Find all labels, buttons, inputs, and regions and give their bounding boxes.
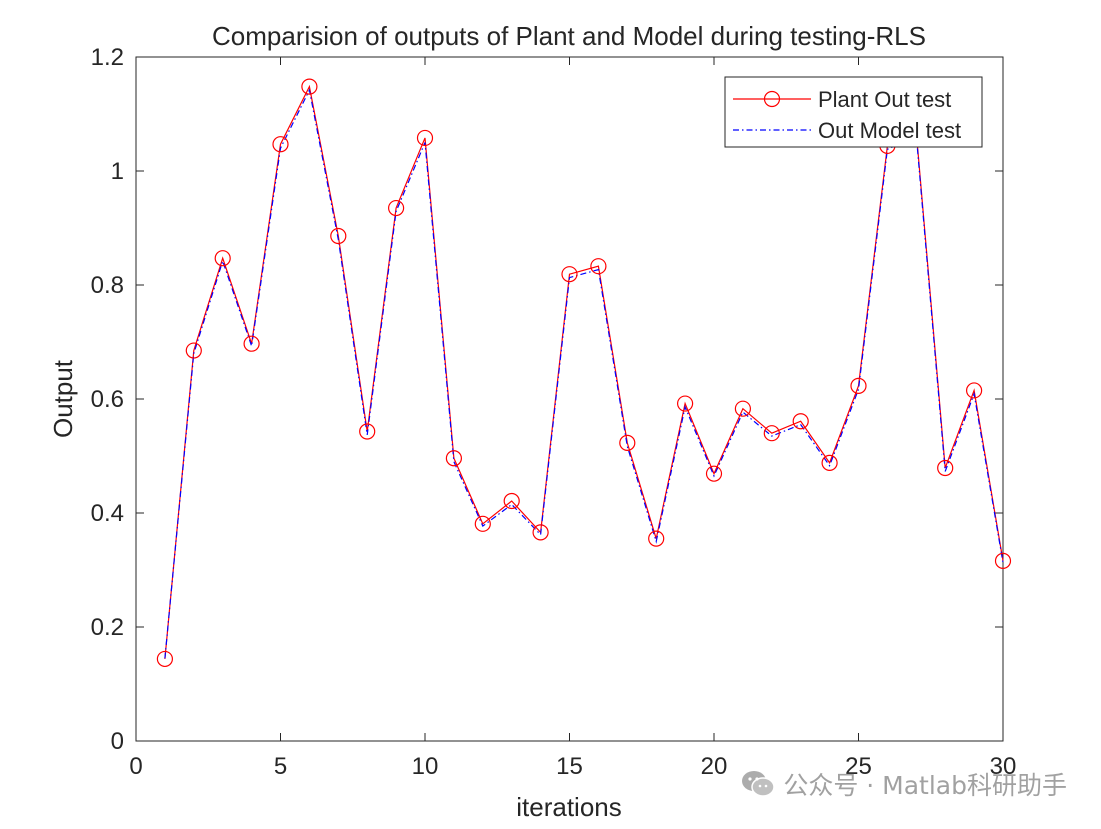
data-point-plant-out-test: [734, 400, 752, 417]
series-line-out-model-test: [164, 88, 1004, 659]
legend-label-out-model-test: Out Model test: [818, 118, 961, 143]
x-tick-label: 20: [701, 753, 728, 780]
x-tick-label: 5: [274, 753, 287, 780]
x-tick-label: 25: [845, 753, 872, 780]
data-point-plant-out-test: [648, 530, 665, 547]
data-point-plant-out-test: [619, 434, 636, 451]
data-point-plant-out-test: [763, 425, 780, 442]
axis-ticks: 0 5 10 15 20 25 30 0 0.2 0.4 0.6 0.8 1 1.2: [91, 44, 1017, 780]
data-point-plant-out-test: [994, 552, 1012, 569]
data-point-plant-out-test: [272, 136, 289, 153]
x-tick-label: 0: [129, 753, 142, 780]
data-point-plant-out-test: [156, 650, 173, 668]
data-point-plant-out-test: [185, 342, 202, 359]
wechat-icon: [741, 769, 776, 799]
y-tick-label: 1: [111, 158, 124, 185]
data-point-plant-out-test: [590, 258, 607, 275]
y-tick-label: 0.6: [91, 386, 124, 413]
legend-box: [724, 76, 983, 148]
data-point-plant-out-test: [388, 199, 405, 217]
data-point-plant-out-test: [965, 382, 983, 399]
data-point-plant-out-test: [214, 250, 231, 267]
x-tick-label: 30: [990, 753, 1017, 780]
x-axis-label: iterations: [516, 792, 622, 822]
data-point-plant-out-test: [705, 465, 723, 482]
data-point-plant-out-test: [359, 423, 376, 440]
data-point-plant-out-test: [821, 454, 838, 471]
watermark-text: 公众号 · Matlab科研助手: [783, 771, 1067, 800]
x-tick-label: 10: [412, 753, 439, 780]
data-point-plant-out-test: [474, 515, 491, 532]
legend-marker-plant-out-test: [763, 90, 781, 108]
plot-area: [135, 56, 1004, 742]
chart-title: Comparision of outputs of Plant and Mode…: [212, 21, 926, 51]
data-point-plant-out-test: [416, 129, 434, 147]
x-tick-label: 15: [556, 753, 583, 780]
data-point-plant-out-test: [676, 395, 694, 412]
data-point-plant-out-test: [561, 266, 578, 283]
data-point-plant-out-test: [330, 227, 347, 245]
data-point-plant-out-test: [301, 78, 318, 95]
data-point-plant-out-test: [243, 335, 260, 352]
data-point-plant-out-test: [937, 459, 954, 477]
data-point-plant-out-test: [503, 492, 520, 510]
data-point-plant-out-test: [445, 450, 462, 467]
y-axis-label: Output: [48, 359, 78, 438]
data-point-plant-out-test: [532, 524, 549, 541]
y-tick-label: 0.4: [91, 500, 124, 527]
y-tick-label: 0: [111, 728, 124, 755]
legend-label-plant-out-test: Plant Out test: [818, 87, 951, 112]
legend: Plant Out test Out Model test: [724, 76, 983, 148]
watermark: 公众号 · Matlab科研助手: [741, 767, 1067, 801]
y-tick-label: 0.8: [91, 272, 124, 299]
y-tick-label: 1.2: [91, 44, 124, 71]
data-point-plant-out-test: [850, 377, 867, 394]
y-tick-label: 0.2: [91, 614, 124, 641]
data-point-plant-out-test: [792, 413, 809, 430]
